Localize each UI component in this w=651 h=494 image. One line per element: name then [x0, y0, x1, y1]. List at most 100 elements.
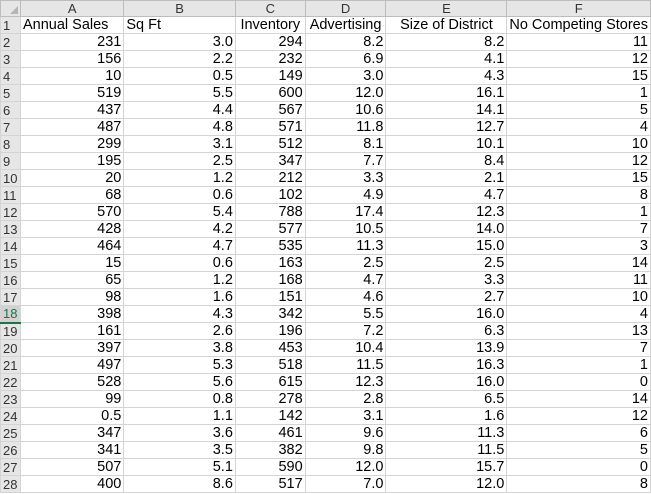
data-cell[interactable]: 535	[234, 237, 306, 255]
data-cell[interactable]: 1	[506, 356, 651, 374]
data-cell[interactable]: 5	[506, 101, 651, 119]
data-cell[interactable]: 8.6	[123, 475, 236, 493]
row-header[interactable]: 11	[0, 186, 21, 204]
row-header[interactable]: 26	[0, 441, 21, 459]
data-cell[interactable]: 10	[506, 288, 651, 306]
data-cell[interactable]: 212	[234, 169, 306, 187]
data-cell[interactable]: 12	[506, 152, 651, 170]
data-cell[interactable]: 0.8	[123, 390, 236, 408]
data-cell[interactable]: 3.3	[385, 271, 508, 289]
data-cell[interactable]: 20	[19, 169, 125, 187]
data-cell[interactable]: 7.7	[304, 152, 387, 170]
data-cell[interactable]: 519	[19, 84, 125, 102]
row-header[interactable]: 19	[0, 322, 21, 340]
data-cell[interactable]: 149	[234, 67, 306, 85]
row-header[interactable]: 14	[0, 237, 21, 255]
row-header[interactable]: 12	[0, 203, 21, 221]
data-cell[interactable]: 382	[234, 441, 306, 459]
data-cell[interactable]: 14	[506, 254, 651, 272]
data-cell[interactable]: 68	[19, 186, 125, 204]
row-header[interactable]: 27	[0, 458, 21, 476]
data-cell[interactable]: 9.8	[304, 441, 387, 459]
row-header[interactable]: 13	[0, 220, 21, 238]
data-cell[interactable]: 0.6	[123, 186, 236, 204]
data-cell[interactable]: 4	[506, 118, 651, 136]
data-cell[interactable]: 8.2	[385, 33, 508, 51]
row-header[interactable]: 28	[0, 475, 21, 493]
data-cell[interactable]: 99	[19, 390, 125, 408]
data-cell[interactable]: 11.5	[304, 356, 387, 374]
data-cell[interactable]: 4.6	[304, 288, 387, 306]
data-cell[interactable]: 12	[506, 50, 651, 68]
data-cell[interactable]: 10.5	[304, 220, 387, 238]
row-header[interactable]: 6	[0, 101, 21, 119]
data-cell[interactable]: 5	[506, 441, 651, 459]
data-cell[interactable]: 161	[19, 322, 125, 340]
data-cell[interactable]: 507	[19, 458, 125, 476]
data-cell[interactable]: 8.4	[385, 152, 508, 170]
data-cell[interactable]: 400	[19, 475, 125, 493]
data-cell[interactable]: 487	[19, 118, 125, 136]
data-cell[interactable]: 15.7	[385, 458, 508, 476]
data-cell[interactable]: 2.8	[304, 390, 387, 408]
row-header[interactable]: 5	[0, 84, 21, 102]
data-cell[interactable]: 2.5	[385, 254, 508, 272]
data-cell[interactable]: 13.9	[385, 339, 508, 357]
data-cell[interactable]: 10.6	[304, 101, 387, 119]
data-cell[interactable]: 0.5	[19, 407, 125, 425]
data-cell[interactable]: 615	[234, 373, 306, 391]
data-cell[interactable]: 398	[19, 305, 125, 323]
data-cell[interactable]: 102	[234, 186, 306, 204]
data-cell[interactable]: 168	[234, 271, 306, 289]
row-header[interactable]: 18	[0, 305, 21, 324]
data-cell[interactable]: 4.1	[385, 50, 508, 68]
data-cell[interactable]: 12.0	[304, 458, 387, 476]
header-cell[interactable]: Advertising	[304, 16, 387, 34]
data-cell[interactable]: 6	[506, 424, 651, 442]
data-cell[interactable]: 4.3	[123, 305, 236, 323]
column-header-d[interactable]: D	[304, 0, 387, 17]
data-cell[interactable]: 12	[506, 407, 651, 425]
column-header-b[interactable]: B	[123, 0, 236, 17]
data-cell[interactable]: 3.6	[123, 424, 236, 442]
data-cell[interactable]: 590	[234, 458, 306, 476]
data-cell[interactable]: 3.5	[123, 441, 236, 459]
data-cell[interactable]: 4.8	[123, 118, 236, 136]
data-cell[interactable]: 428	[19, 220, 125, 238]
data-cell[interactable]: 6.3	[385, 322, 508, 340]
data-cell[interactable]: 600	[234, 84, 306, 102]
data-cell[interactable]: 13	[506, 322, 651, 340]
row-header[interactable]: 25	[0, 424, 21, 442]
data-cell[interactable]: 2.5	[123, 152, 236, 170]
data-cell[interactable]: 11.3	[385, 424, 508, 442]
data-cell[interactable]: 16.0	[385, 373, 508, 391]
data-cell[interactable]: 14	[506, 390, 651, 408]
data-cell[interactable]: 4	[506, 305, 651, 323]
data-cell[interactable]: 142	[234, 407, 306, 425]
data-cell[interactable]: 1.6	[123, 288, 236, 306]
data-cell[interactable]: 347	[234, 152, 306, 170]
row-header[interactable]: 4	[0, 67, 21, 85]
data-cell[interactable]: 10	[19, 67, 125, 85]
data-cell[interactable]: 5.3	[123, 356, 236, 374]
row-header[interactable]: 20	[0, 339, 21, 357]
header-cell[interactable]: Sq Ft	[123, 16, 236, 34]
column-header-a[interactable]: A	[19, 0, 125, 17]
data-cell[interactable]: 15.0	[385, 237, 508, 255]
data-cell[interactable]: 12.3	[304, 373, 387, 391]
data-cell[interactable]: 3.0	[123, 33, 236, 51]
header-cell[interactable]: Annual Sales	[19, 16, 125, 34]
data-cell[interactable]: 0.6	[123, 254, 236, 272]
data-cell[interactable]: 7.2	[304, 322, 387, 340]
data-cell[interactable]: 15	[506, 67, 651, 85]
data-cell[interactable]: 195	[19, 152, 125, 170]
data-cell[interactable]: 8	[506, 475, 651, 493]
data-cell[interactable]: 571	[234, 118, 306, 136]
row-header[interactable]: 9	[0, 152, 21, 170]
data-cell[interactable]: 1	[506, 84, 651, 102]
data-cell[interactable]: 567	[234, 101, 306, 119]
data-cell[interactable]: 231	[19, 33, 125, 51]
data-cell[interactable]: 11.8	[304, 118, 387, 136]
row-header[interactable]: 2	[0, 33, 21, 51]
data-cell[interactable]: 2.6	[123, 322, 236, 340]
